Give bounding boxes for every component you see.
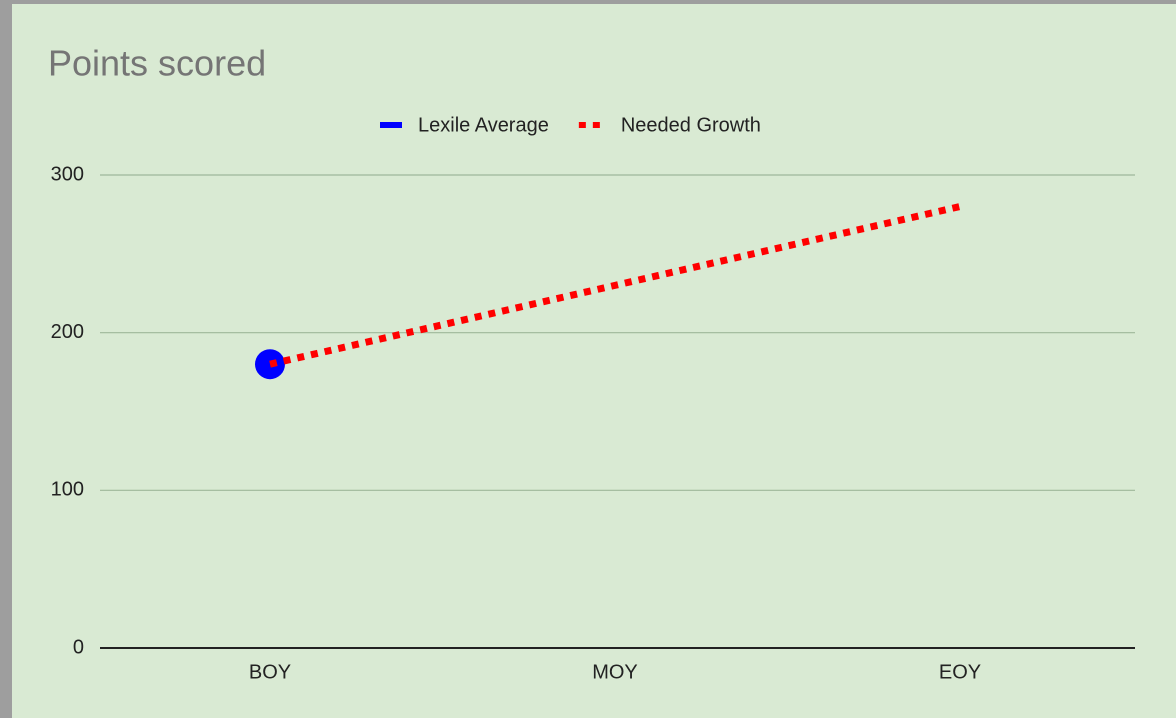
y-tick-label: 100 bbox=[51, 479, 84, 501]
series-line bbox=[269, 203, 961, 368]
chart-background bbox=[12, 4, 1176, 718]
x-tick-label: BOY bbox=[249, 661, 291, 683]
x-tick-label: EOY bbox=[939, 661, 981, 683]
y-tick-label: 300 bbox=[51, 163, 84, 185]
y-tick-label: 0 bbox=[73, 636, 84, 658]
legend-label: Needed Growth bbox=[621, 114, 761, 136]
legend-label: Lexile Average bbox=[418, 114, 549, 136]
chart-title: Points scored bbox=[48, 43, 266, 84]
y-tick-label: 200 bbox=[51, 321, 84, 343]
x-tick-label: MOY bbox=[592, 661, 638, 683]
